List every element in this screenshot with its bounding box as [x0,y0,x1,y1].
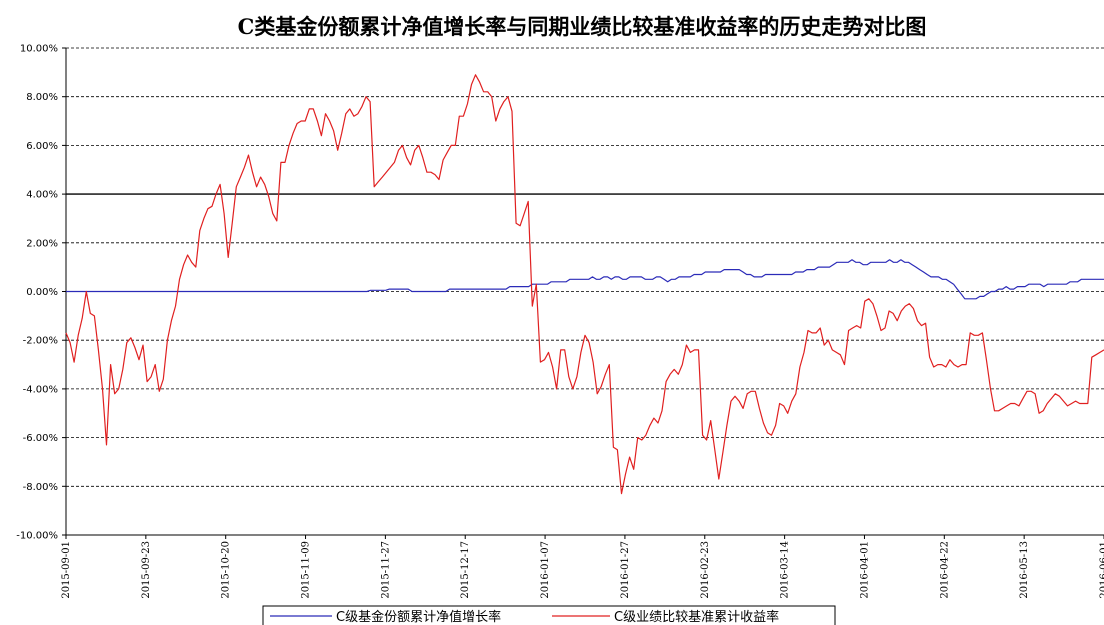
y-tick-label: 4.00% [26,190,58,201]
x-tick-label: 2016-04-22 [939,541,950,599]
legend-label-nav-growth: C级基金份额累计净值增长率 [336,609,501,625]
x-axis-ticks: 2015-09-01 2015-09-23 2015-10-20 2015-11-09… [61,535,1104,599]
x-tick-label: 2015-10-20 [221,541,232,599]
x-tick-label: 2016-02-23 [700,541,711,599]
series-benchmark-line [65,74,1104,495]
legend-label-benchmark: C级业绩比较基准累计收益率 [614,609,779,625]
x-tick-label: 2016-06-01 [1099,541,1104,599]
x-tick-label: 2016-01-07 [540,541,551,599]
series-nav-growth-line [66,259,1104,300]
y-tick-label: -8.00% [23,482,58,493]
grid [66,47,1104,487]
y-tick-label: -2.00% [23,336,58,347]
y-tick-label: -10.00% [16,531,58,542]
x-tick-label: 2016-04-01 [859,541,870,599]
y-tick-label: 8.00% [26,92,58,103]
x-tick-label: 2015-09-23 [141,541,152,599]
x-tick-label: 2016-03-14 [780,541,791,599]
series-group [65,74,1104,495]
x-tick-label: 2015-12-17 [460,541,471,599]
x-tick-label: 2015-11-27 [380,541,391,599]
legend-box [262,605,836,625]
x-tick-label: 2015-09-01 [61,541,72,599]
y-tick-label: 6.00% [26,141,58,152]
y-tick-label: 2.00% [26,238,58,249]
y-tick-label: -6.00% [23,433,58,444]
x-tick-label: 2016-05-13 [1019,541,1030,599]
y-tick-label: 10.00% [20,44,58,55]
y-axis-ticks: 10.00% 8.00% 6.00% 4.00% 2.00% 0.00% -2.00% -4.… [16,44,66,542]
chart-title: C类基金份额累计净值增长率与同期业绩比较基准收益率的历史走势对比图 [238,14,927,39]
y-tick-label: -4.00% [23,384,58,395]
y-tick-label: 0.00% [26,287,58,298]
x-tick-label: 2015-11-09 [301,541,312,599]
x-tick-label: 2016-01-27 [620,541,631,599]
legend: C级基金份额累计净值增长率 C级业绩比较基准累计收益率 [262,605,836,625]
